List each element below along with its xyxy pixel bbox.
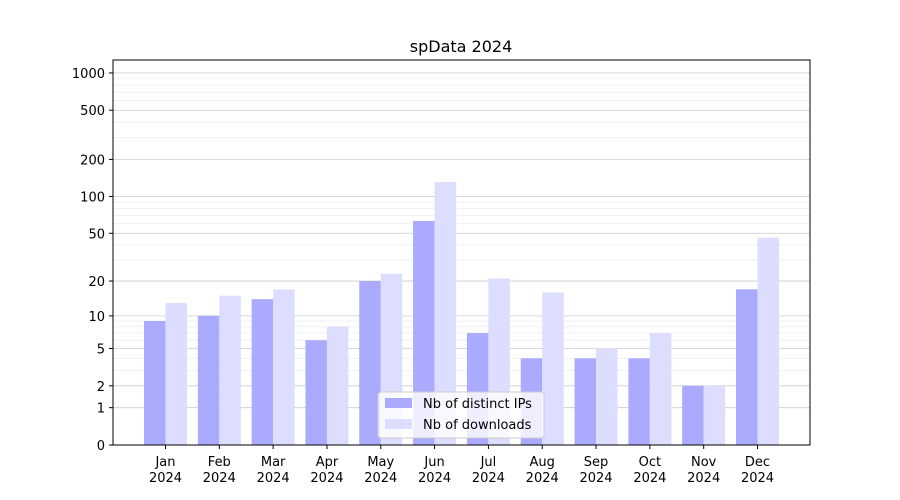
- bar-downloads: [434, 182, 457, 445]
- bar-downloads: [757, 237, 779, 445]
- y-axis: 0 1 2 5 10 20 50 100 200 500 1000: [72, 67, 113, 454]
- y-tick-label: 2: [97, 380, 105, 395]
- y-tick-label: 100: [80, 190, 105, 205]
- plot-frame: [112, 59, 811, 446]
- y-tick-label: 500: [80, 104, 105, 119]
- bar-ips: [305, 340, 327, 445]
- y-tick-label: 200: [80, 153, 105, 168]
- bar-ips: [628, 358, 650, 445]
- legend-swatch: [385, 419, 412, 429]
- bar-downloads: [219, 295, 241, 445]
- x-axis: Jan 2024 Feb 2024 Mar 2024 Apr 2024 May 2024 Jun 20…: [149, 445, 774, 486]
- bar-ips: [736, 289, 758, 445]
- x-tick-label: May 2024: [364, 455, 397, 486]
- x-tick-label: Sep 2024: [579, 455, 612, 486]
- x-tick-label: Aug 2024: [526, 455, 559, 486]
- bar-downloads: [703, 385, 726, 445]
- x-tick-label: Dec 2024: [741, 455, 774, 486]
- legend-label: Nb of distinct IPs: [423, 397, 532, 412]
- bar-downloads: [596, 348, 618, 445]
- bar-ips: [682, 385, 704, 445]
- bar-ips: [574, 358, 597, 445]
- legend: Nb of distinct IPs Nb of downloads: [377, 391, 545, 439]
- bar-downloads: [649, 333, 672, 445]
- bar-downloads: [542, 292, 564, 445]
- bar-ips: [251, 299, 274, 445]
- legend-swatch: [385, 398, 412, 408]
- y-tick-label: 0: [97, 439, 105, 454]
- bar-ips: [359, 281, 381, 445]
- x-tick-label: Nov 2024: [687, 455, 720, 486]
- y-tick-label: 10: [88, 310, 105, 325]
- bar-ips: [144, 321, 166, 445]
- y-tick-label: 5: [97, 343, 105, 358]
- x-tick-label: Feb 2024: [203, 455, 236, 486]
- y-tick-label: 20: [88, 275, 105, 290]
- bar-ips: [197, 315, 220, 445]
- legend-label: Nb of downloads: [423, 418, 532, 433]
- y-tick-label: 1: [97, 402, 105, 417]
- x-tick-label: Apr 2024: [310, 455, 343, 486]
- x-tick-label: Mar 2024: [257, 455, 290, 486]
- x-tick-label: Jan 2024: [149, 455, 182, 486]
- bar-downloads: [326, 326, 349, 445]
- x-tick-label: Jul 2024: [472, 455, 505, 486]
- x-tick-label: Jun 2024: [418, 455, 451, 486]
- bar-ips: [413, 221, 435, 445]
- bars: [144, 182, 779, 445]
- legend-box: [377, 391, 545, 439]
- y-tick-label: 1000: [72, 67, 105, 82]
- chart-title: spData 2024: [410, 37, 513, 56]
- bar-downloads: [273, 289, 295, 445]
- x-tick-label: Oct 2024: [633, 455, 666, 486]
- y-tick-label: 50: [88, 227, 105, 242]
- bar-downloads: [165, 302, 187, 445]
